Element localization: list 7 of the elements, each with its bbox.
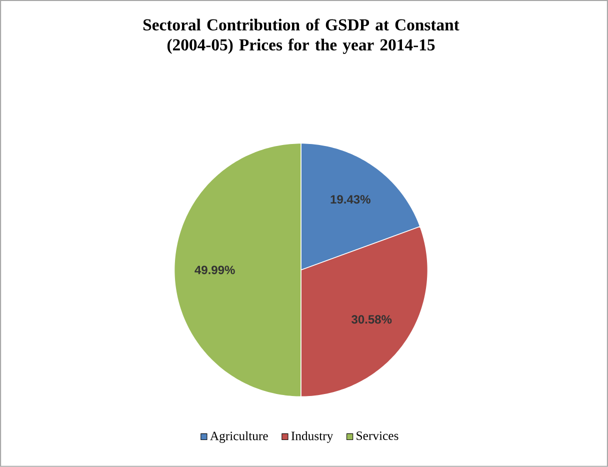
data-label: 49.99%: [194, 266, 235, 274]
data-label: 19.43%: [330, 195, 370, 204]
legend-label: Agriculture: [210, 431, 268, 443]
legend-label: Services: [356, 432, 398, 440]
chart-title: Sectoral Contribution of GSDP at Constant (2004-05) Prices for the year 2014-15: [143, 18, 460, 54]
data-label: 30.58%: [352, 315, 392, 324]
legend-label: Industry: [291, 431, 334, 443]
